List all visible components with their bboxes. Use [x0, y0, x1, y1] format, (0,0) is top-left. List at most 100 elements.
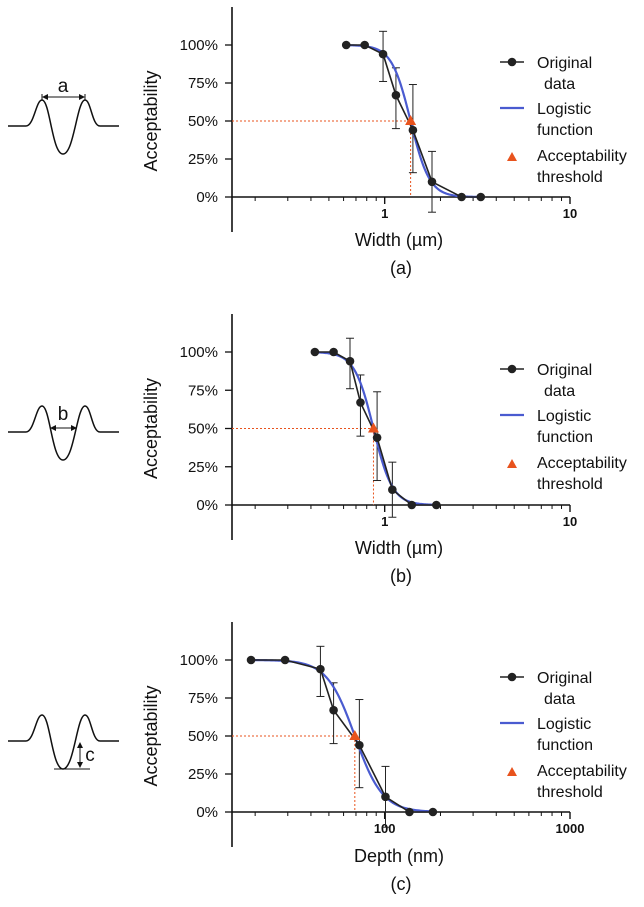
- data-point: [428, 807, 438, 817]
- legend-label: threshold: [537, 784, 603, 801]
- x-tick-label: 10: [563, 206, 577, 221]
- dimension-label: c: [85, 745, 95, 766]
- x-tick-label: 10: [563, 514, 577, 529]
- original-data-line: [251, 659, 433, 813]
- y-tick-label: 75%: [188, 382, 218, 399]
- y-tick-label: 0%: [196, 497, 218, 514]
- x-axis-title: Width (µm): [355, 538, 443, 558]
- data-point: [329, 347, 338, 357]
- arrowhead-icon: [77, 742, 83, 768]
- legend-swatch-original-dot: [507, 364, 517, 374]
- profile-diagram-b: b: [8, 404, 119, 461]
- data-point: [372, 433, 382, 442]
- data-point: [246, 655, 256, 665]
- data-point: [316, 664, 325, 674]
- data-point: [345, 356, 355, 366]
- legend-label: Acceptability: [537, 148, 627, 165]
- y-tick-label: 0%: [196, 804, 218, 821]
- data-point: [457, 192, 466, 202]
- y-tick-label: 0%: [196, 189, 218, 206]
- legend-label: function: [537, 429, 593, 446]
- y-tick-label: 25%: [188, 151, 218, 168]
- y-tick-label: 25%: [188, 766, 218, 783]
- y-tick-label: 50%: [188, 728, 218, 745]
- panel-caption: (a): [390, 258, 412, 278]
- legend-label: function: [537, 737, 593, 754]
- threshold-marker: [367, 422, 379, 433]
- dimension-label: a: [58, 76, 69, 97]
- data-point: [280, 655, 290, 665]
- y-axis-title: Acceptability: [141, 685, 161, 786]
- chart-panel-b: 0% 25% 50% 75% 100% 1 10 Acceptability Width (µm…: [8, 314, 627, 586]
- data-point: [391, 90, 401, 100]
- legend-label: Acceptability: [537, 763, 627, 780]
- legend-label: Logistic: [537, 408, 591, 425]
- threshold-marker: [405, 115, 417, 125]
- legend-swatch-threshold: [507, 152, 517, 161]
- dimension-label: b: [58, 404, 69, 425]
- data-point: [408, 125, 418, 135]
- arrowhead-icon: [50, 425, 77, 431]
- legend-swatch-original-dot: [507, 672, 517, 682]
- chart-panel-c: 0% 25% 50% 75% 100% 100 1000 Acceptability Depth…: [8, 622, 627, 894]
- data-point: [360, 40, 369, 50]
- legend-label: Original: [537, 670, 592, 687]
- y-tick-label: 75%: [188, 690, 218, 707]
- legend: Original data Logistic function Acceptabilit…: [500, 55, 627, 186]
- x-tick-label: 1: [381, 206, 388, 221]
- legend-label: data: [544, 383, 575, 400]
- data-point: [407, 500, 417, 510]
- chart-panel-a: 0% 25% 50% 75% 100% 1 10 Acceptability Width (µm…: [8, 7, 627, 278]
- legend-label: Original: [537, 362, 592, 379]
- legend-label: data: [544, 76, 575, 93]
- legend-swatch-threshold: [507, 459, 517, 468]
- y-tick-label: 50%: [188, 113, 218, 130]
- data-point: [405, 807, 414, 817]
- y-tick-label: 100%: [180, 344, 218, 361]
- y-axis-title: Acceptability: [141, 70, 161, 171]
- data-point: [355, 740, 364, 750]
- y-tick-label: 25%: [188, 459, 218, 476]
- data-point: [378, 49, 388, 59]
- y-tick-label: 50%: [188, 421, 218, 438]
- data-point: [341, 40, 351, 50]
- data-point: [427, 177, 437, 187]
- legend-swatch-threshold: [507, 767, 517, 776]
- y-tick-label: 100%: [180, 37, 218, 54]
- legend-label: function: [537, 122, 593, 139]
- legend-label: data: [544, 691, 575, 708]
- legend-label: threshold: [537, 476, 603, 493]
- y-tick-label: 75%: [188, 75, 218, 92]
- x-axis-title: Depth (nm): [354, 846, 444, 866]
- x-tick-label: 1: [381, 514, 388, 529]
- y-axis-title: Acceptability: [141, 378, 161, 479]
- data-point: [310, 347, 320, 357]
- profile-diagram-a: a: [8, 76, 119, 155]
- profile-curve: [8, 99, 119, 155]
- data-point: [388, 485, 397, 495]
- data-point: [476, 192, 486, 202]
- legend-label: Logistic: [537, 716, 591, 733]
- legend-label: Logistic: [537, 101, 591, 118]
- panel-caption: (b): [390, 566, 412, 586]
- legend: Original data Logistic function Acceptabilit…: [500, 362, 627, 493]
- profile-curve: [8, 405, 119, 461]
- x-axis-title: Width (µm): [355, 230, 443, 250]
- legend-label: Original: [537, 55, 592, 72]
- threshold-marker: [349, 730, 361, 740]
- data-point: [329, 705, 338, 715]
- legend: Original data Logistic function Acceptabilit…: [500, 670, 627, 801]
- legend-swatch-original-dot: [507, 57, 517, 67]
- panel-caption: (c): [391, 874, 412, 894]
- x-tick-label: 100: [374, 821, 396, 836]
- data-point: [381, 792, 390, 802]
- data-point: [432, 500, 441, 510]
- y-tick-label: 100%: [180, 652, 218, 669]
- profile-curve: [8, 714, 119, 770]
- legend-label: Acceptability: [537, 455, 627, 472]
- data-point: [356, 398, 365, 407]
- legend-label: threshold: [537, 169, 603, 186]
- profile-diagram-c: c: [8, 714, 119, 770]
- x-tick-label: 1000: [556, 821, 585, 836]
